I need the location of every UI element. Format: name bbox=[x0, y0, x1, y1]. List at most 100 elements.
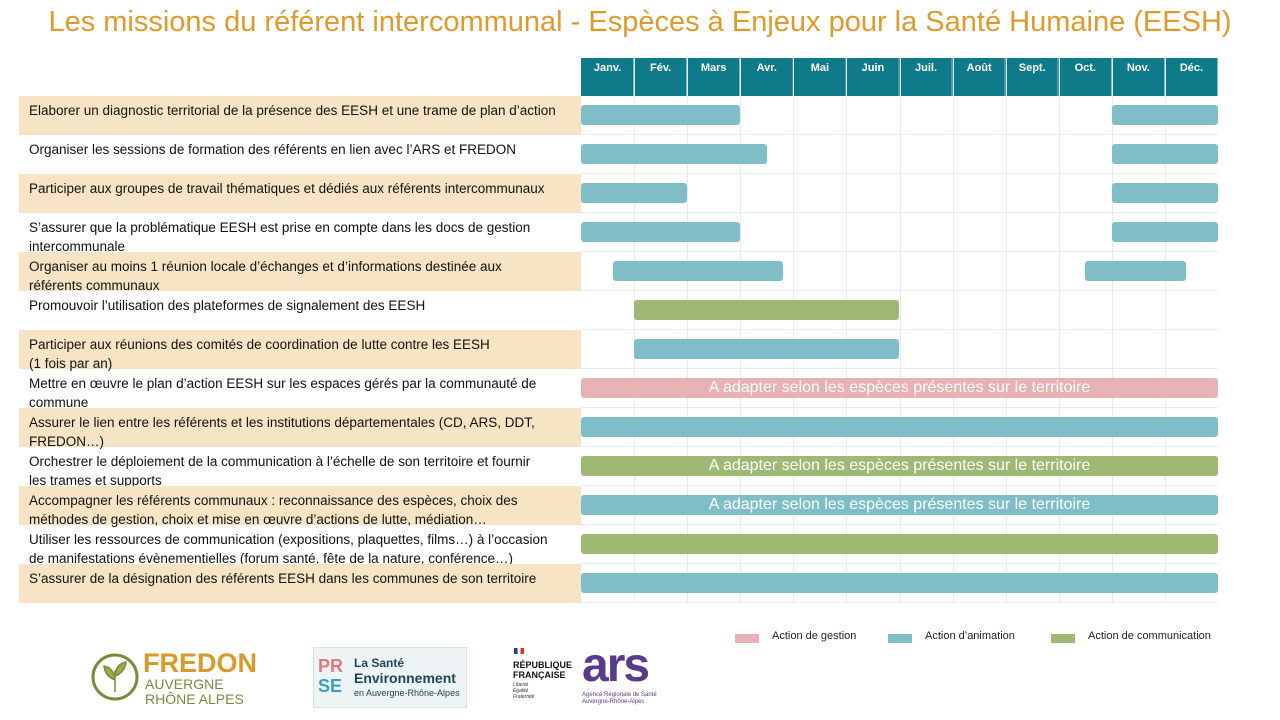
task-label: Organiser les sessions de formation des … bbox=[29, 140, 577, 159]
row-bg bbox=[19, 330, 581, 369]
row-line bbox=[581, 173, 1218, 174]
task-line: de manifestations évènementielles (forum… bbox=[29, 551, 514, 566]
task-line: S’assurer de la désignation des référent… bbox=[29, 571, 537, 586]
task-line: intercommunale bbox=[29, 239, 126, 254]
bar: A adapter selon les espèces présentes su… bbox=[581, 456, 1218, 476]
bar bbox=[634, 339, 900, 359]
task-line: Participer aux réunions des comités de c… bbox=[29, 337, 490, 352]
legend-label: Action de gestion bbox=[772, 630, 857, 642]
task-label: Elaborer un diagnostic territorial de la… bbox=[29, 101, 577, 120]
rf-line: Liberté bbox=[513, 682, 529, 688]
column-line bbox=[687, 58, 689, 603]
header-divider bbox=[581, 58, 1218, 96]
bar-label: A adapter selon les espèces présentes su… bbox=[708, 496, 1091, 513]
bar: A adapter selon les espèces présentes su… bbox=[581, 378, 1218, 398]
legend-swatch bbox=[1051, 634, 1075, 643]
fredon-line: AUVERGNE bbox=[145, 676, 224, 692]
bar bbox=[1111, 144, 1218, 164]
task-line: commune bbox=[29, 395, 89, 410]
task-label: Promouvoir l’utilisation des plateformes… bbox=[29, 296, 577, 315]
row-line bbox=[581, 446, 1218, 447]
bar bbox=[1111, 183, 1218, 203]
task-label: Participer aux réunions des comités de c… bbox=[29, 335, 577, 373]
column-line bbox=[899, 58, 901, 603]
row-bg bbox=[19, 96, 581, 135]
prse-part: SE bbox=[318, 676, 343, 696]
task-label: Orchestrer le déploiement de la communic… bbox=[29, 452, 577, 490]
task-label: Mettre en œuvre le plan d’action EESH su… bbox=[29, 374, 577, 412]
task-line: S’assurer que la problématique EESH est … bbox=[29, 220, 531, 235]
column-line bbox=[634, 58, 636, 603]
row-line bbox=[581, 602, 1218, 603]
task-label: Accompagner les référents communaux : re… bbox=[29, 491, 577, 529]
task-line: méthodes de gestion, choix et mise en œu… bbox=[29, 512, 487, 527]
column-line bbox=[952, 58, 954, 603]
ars-line: Agence Régionale de Santé bbox=[582, 692, 657, 698]
column-line bbox=[740, 58, 742, 603]
legend: Action de gestion Action d’animation Actio… bbox=[0, 625, 1280, 649]
ars-line: Auvergne-Rhône-Alpes bbox=[582, 699, 645, 705]
task-line: Utiliser les ressources de communication… bbox=[29, 532, 548, 547]
row-bg bbox=[19, 174, 581, 213]
task-line: Accompagner les référents communaux : re… bbox=[29, 493, 518, 508]
row-line bbox=[581, 368, 1218, 369]
rf-line: RÉPUBLIQUE bbox=[513, 660, 573, 670]
devise: Liberté Égalité Fraternité bbox=[513, 682, 534, 700]
bar: A adapter selon les espèces présentes su… bbox=[581, 495, 1218, 515]
task-line: les trames et supports bbox=[29, 473, 162, 488]
rf-line: Fraternité bbox=[513, 694, 535, 700]
prse-text: en Auvergne-Rhône-Alpes bbox=[354, 688, 460, 698]
legend-label: Action d’animation bbox=[925, 630, 1015, 642]
logos: FREDON AUVERGNE RHÔNE ALPES PR SE La Santé… bbox=[0, 639, 1280, 720]
prse-text: Environnement bbox=[354, 670, 456, 686]
legend-swatch bbox=[735, 634, 759, 643]
bar bbox=[581, 144, 767, 164]
column-line bbox=[1164, 58, 1166, 603]
task-line: (1 fois par an) bbox=[29, 356, 113, 371]
bar-label: A adapter selon les espèces présentes su… bbox=[708, 457, 1091, 474]
bar bbox=[581, 573, 1218, 593]
row-bg bbox=[19, 252, 581, 291]
row-line bbox=[581, 134, 1218, 135]
bar bbox=[581, 183, 688, 203]
fredon-name: FREDON bbox=[143, 648, 257, 678]
task-label: Participer aux groupes de travail thémat… bbox=[29, 179, 577, 198]
ars-sub: Agence Régionale de Santé Auvergne-Rhône-… bbox=[582, 692, 657, 706]
bar bbox=[581, 222, 741, 242]
row-line bbox=[581, 563, 1218, 564]
column-line bbox=[1005, 58, 1007, 603]
bar-label: A adapter selon les espèces présentes su… bbox=[708, 379, 1091, 396]
row-line bbox=[581, 485, 1218, 486]
bar bbox=[581, 534, 1218, 554]
fredon-icon bbox=[91, 653, 139, 701]
task-label: S’assurer que la problématique EESH est … bbox=[29, 218, 577, 256]
bar bbox=[1111, 105, 1218, 125]
task-line: FREDON…) bbox=[29, 434, 104, 449]
row-line bbox=[581, 524, 1218, 525]
task-line: Elaborer un diagnostic territorial de la… bbox=[29, 103, 556, 118]
task-line: Mettre en œuvre le plan d’action EESH su… bbox=[29, 376, 537, 391]
fredon-region: AUVERGNE RHÔNE ALPES bbox=[145, 677, 244, 707]
row-line bbox=[581, 329, 1218, 330]
row-line bbox=[581, 290, 1218, 291]
bar bbox=[1111, 222, 1218, 242]
task-line: référents communaux bbox=[29, 278, 160, 293]
bar bbox=[581, 417, 1218, 437]
task-line: Assurer le lien entre les référents et l… bbox=[29, 415, 535, 430]
title: Les missions du référent intercommunal -… bbox=[48, 6, 1232, 38]
legend-swatch bbox=[888, 634, 912, 643]
prse-logo: PR SE La Santé Environnement en Auvergne-… bbox=[313, 647, 467, 708]
bar bbox=[581, 105, 741, 125]
column-line bbox=[1058, 58, 1060, 603]
bar bbox=[1085, 261, 1187, 281]
column-line bbox=[793, 58, 795, 603]
prse-mark: PR SE bbox=[318, 656, 343, 696]
ars-name: ars bbox=[582, 639, 650, 692]
column-line bbox=[1111, 58, 1113, 603]
row-bg bbox=[19, 408, 581, 447]
task-label: Utiliser les ressources de communication… bbox=[29, 530, 577, 568]
task-line: Organiser au moins 1 réunion locale d’éc… bbox=[29, 259, 502, 274]
rf-line: Égalité bbox=[513, 688, 529, 694]
republique: RÉPUBLIQUE FRANÇAISE bbox=[513, 660, 572, 680]
